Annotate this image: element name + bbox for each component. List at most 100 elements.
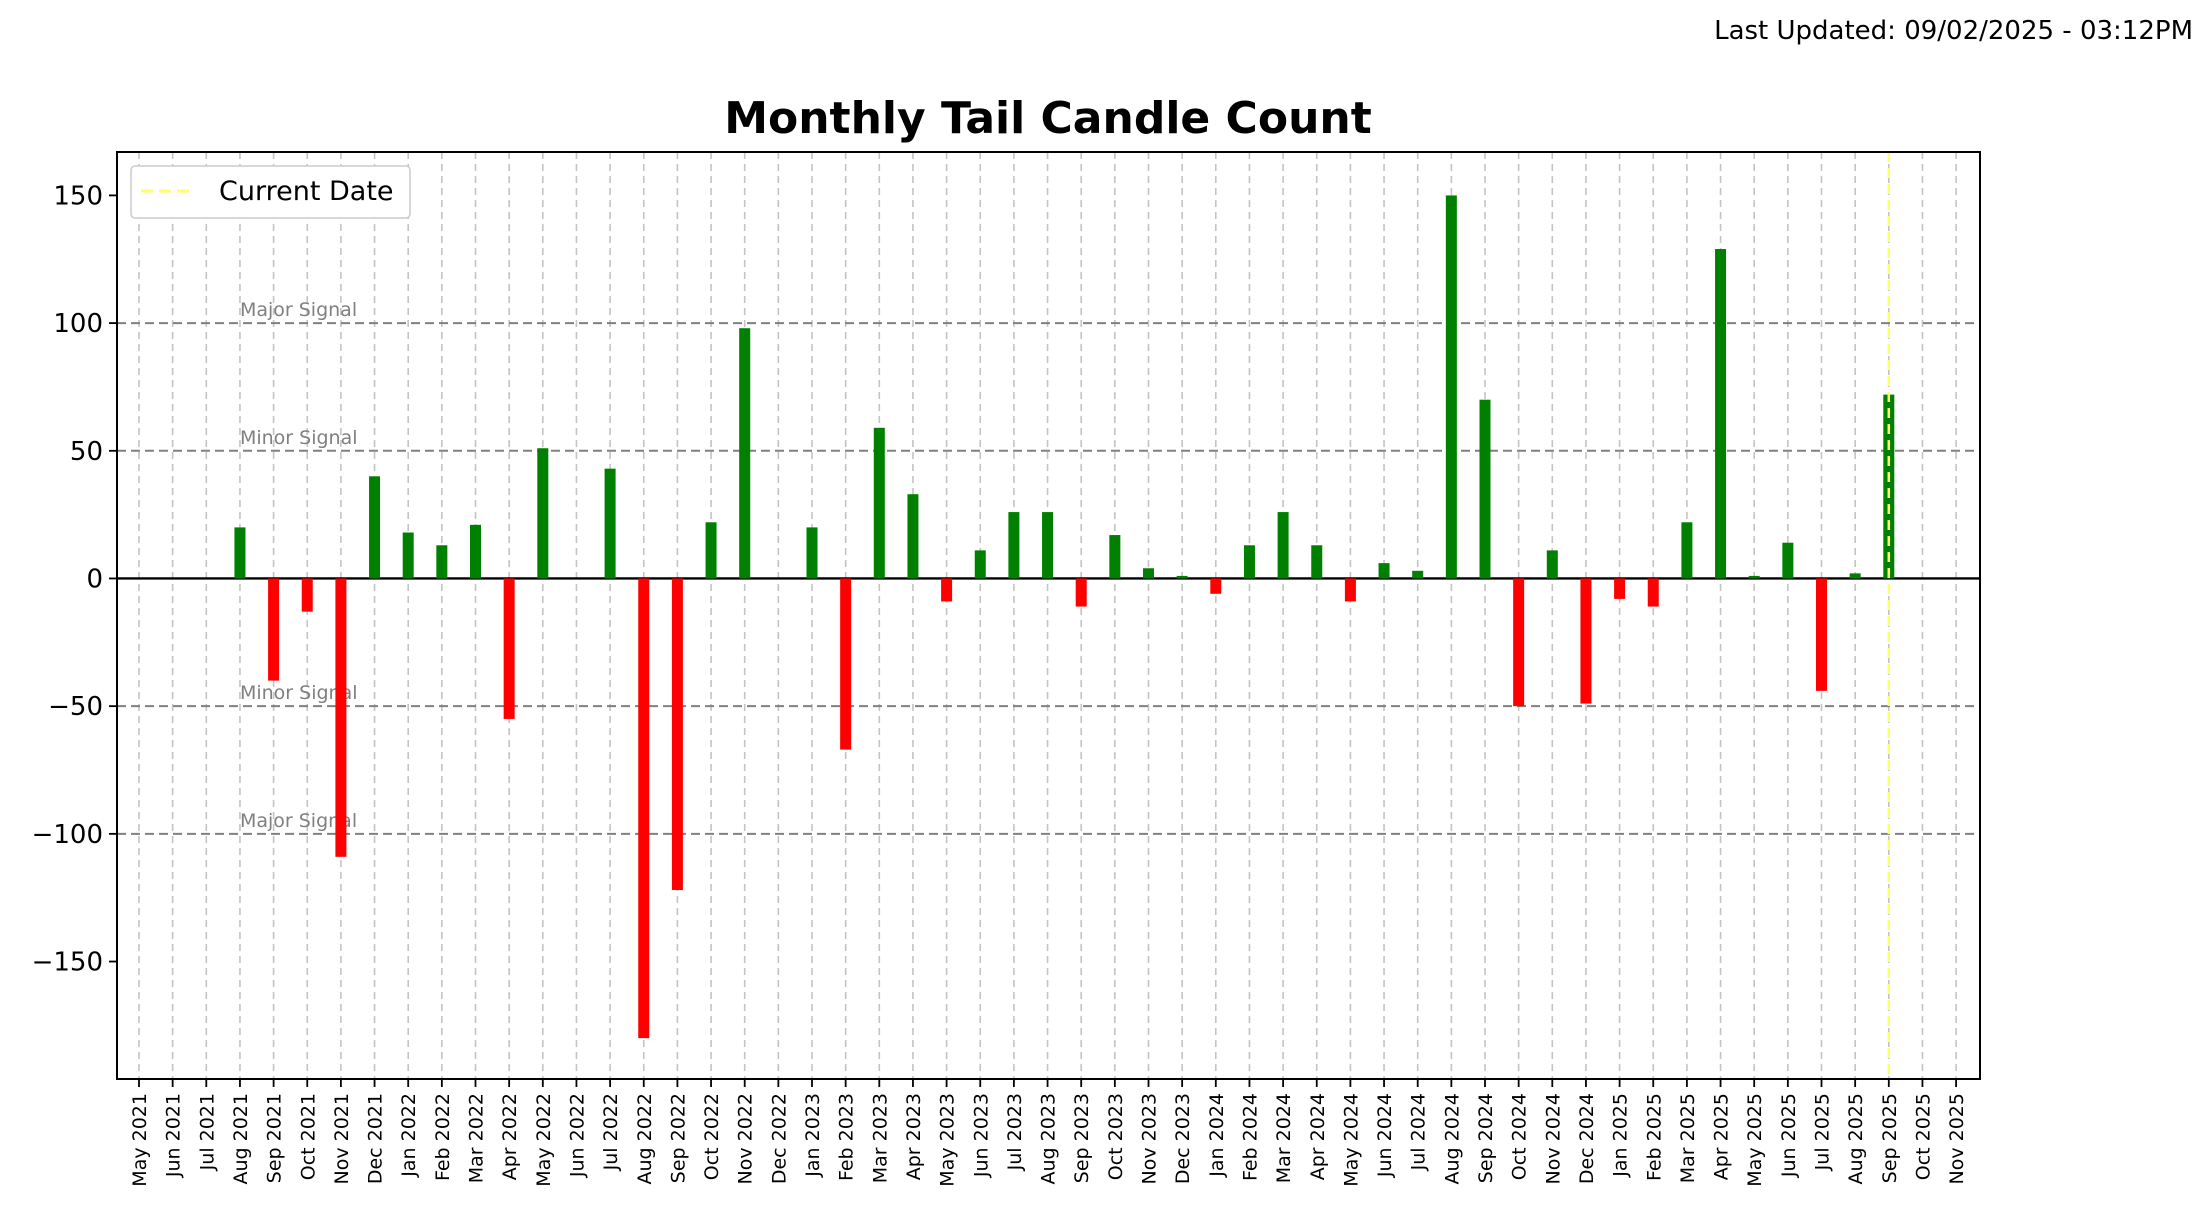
- bar: [1580, 578, 1592, 704]
- y-tick-label: 50: [70, 437, 103, 467]
- x-tick-label: Feb 2023: [836, 1093, 858, 1181]
- bar: [1277, 512, 1289, 579]
- x-tick-label: Dec 2023: [1172, 1093, 1194, 1184]
- x-tick-label: Dec 2022: [768, 1093, 790, 1184]
- x-axis: May 2021 Jun 2021 Jul 2021 Aug 2021 Sep 2021…: [129, 1079, 1968, 1187]
- x-tick-label: Sep 2022: [667, 1093, 689, 1183]
- bar: [402, 532, 414, 579]
- x-tick-label: Nov 2022: [735, 1093, 757, 1184]
- plot-frame: [116, 151, 1981, 1080]
- x-tick-label: Feb 2024: [1239, 1093, 1261, 1181]
- x-tick-label: Oct 2025: [1912, 1093, 1934, 1180]
- x-tick-label: Jan 2025: [1610, 1093, 1632, 1178]
- x-tick-label: Mar 2024: [1273, 1093, 1295, 1183]
- reference-label: Minor Signal: [240, 682, 358, 704]
- x-tick-label: May 2024: [1340, 1093, 1362, 1187]
- bar: [1715, 249, 1727, 579]
- bar: [1883, 394, 1895, 579]
- x-tick-label: May 2022: [533, 1093, 555, 1187]
- x-tick-label: Apr 2025: [1711, 1093, 1733, 1180]
- x-tick-label: Jul 2024: [1408, 1093, 1430, 1171]
- x-tick-label: Mar 2025: [1677, 1093, 1699, 1183]
- legend-box: [130, 165, 411, 219]
- bar: [335, 578, 347, 857]
- x-tick-label: Jul 2022: [600, 1093, 622, 1171]
- bar: [907, 494, 919, 579]
- bar: [840, 578, 852, 750]
- x-tick-label: Oct 2024: [1509, 1093, 1531, 1180]
- bar: [806, 527, 818, 579]
- x-tick-label: Feb 2025: [1643, 1093, 1665, 1181]
- x-tick-label: Sep 2024: [1475, 1093, 1497, 1183]
- bar: [1176, 575, 1188, 579]
- y-tick-label: −150: [32, 948, 103, 978]
- x-tick-label: Jun 2023: [970, 1093, 992, 1178]
- bar: [369, 476, 381, 579]
- bar: [1109, 535, 1121, 579]
- bar: [638, 578, 650, 1039]
- legend-label-current-date: Current Date: [219, 176, 394, 207]
- x-tick-label: Jan 2024: [1206, 1093, 1228, 1178]
- x-tick-label: Mar 2022: [466, 1093, 488, 1183]
- bar: [268, 578, 280, 681]
- x-tick-label: Feb 2022: [432, 1093, 454, 1181]
- bar: [1849, 573, 1861, 579]
- bar: [537, 448, 549, 579]
- bar: [436, 545, 448, 579]
- reference-label: Major Signal: [240, 810, 357, 832]
- x-tick-label: Jun 2022: [566, 1093, 588, 1178]
- bar: [739, 328, 751, 579]
- x-tick-label: May 2025: [1744, 1093, 1766, 1187]
- x-tick-label: Jan 2022: [398, 1093, 420, 1178]
- bar: [1243, 545, 1255, 579]
- bar: [1143, 568, 1154, 579]
- x-tick-label: Oct 2023: [1105, 1093, 1127, 1180]
- x-tick-label: May 2023: [937, 1093, 959, 1187]
- x-tick-label: Jul 2023: [1004, 1093, 1026, 1171]
- bar: [1042, 512, 1054, 579]
- bar: [1647, 578, 1659, 607]
- bar: [1412, 570, 1424, 579]
- x-tick-label: Nov 2025: [1946, 1093, 1968, 1184]
- y-tick-label: −50: [48, 692, 103, 722]
- bars: [234, 195, 1895, 1039]
- x-tick-label: Nov 2024: [1542, 1093, 1564, 1184]
- reference-lines: Major Signal Minor Signal Minor Signal Majo…: [117, 299, 1980, 835]
- x-tick-label: Sep 2023: [1071, 1093, 1093, 1183]
- x-tick-label: Oct 2021: [297, 1093, 319, 1180]
- x-tick-label: Jul 2021: [196, 1093, 218, 1171]
- x-tick-label: Nov 2023: [1139, 1093, 1161, 1184]
- bar: [1546, 550, 1558, 579]
- x-tick-label: Aug 2021: [230, 1093, 252, 1185]
- bar: [671, 578, 683, 891]
- bar: [1479, 399, 1491, 579]
- bar: [1513, 578, 1525, 707]
- bar: [974, 550, 986, 579]
- x-tick-label: Jun 2024: [1374, 1093, 1396, 1178]
- legend: Current Date: [130, 165, 411, 219]
- bar: [470, 524, 481, 579]
- reference-label: Minor Signal: [240, 427, 358, 449]
- y-tick-label: 150: [53, 181, 103, 211]
- x-tick-label: Aug 2023: [1038, 1093, 1060, 1185]
- bar: [1311, 545, 1323, 579]
- x-tick-label: Aug 2024: [1441, 1093, 1463, 1185]
- bar: [1782, 542, 1794, 579]
- x-tick-label: Sep 2025: [1879, 1093, 1901, 1183]
- y-axis: 150 100 50 0 −50 −100 −150: [32, 181, 117, 978]
- bar: [301, 578, 313, 612]
- bar: [1378, 563, 1390, 579]
- bar: [1816, 578, 1827, 691]
- grid-lines: [138, 152, 1957, 1079]
- bar: [873, 427, 885, 579]
- bar: [503, 578, 515, 719]
- bar: [705, 522, 717, 579]
- x-tick-label: Dec 2021: [365, 1093, 387, 1184]
- bar: [604, 468, 616, 579]
- x-tick-label: Jun 2025: [1778, 1093, 1800, 1178]
- x-tick-label: Sep 2021: [264, 1093, 286, 1183]
- last-updated-timestamp: Last Updated: 09/02/2025 - 03:12PM: [1714, 16, 2193, 46]
- bar: [1748, 575, 1760, 579]
- bar: [941, 578, 953, 602]
- y-tick-label: 100: [53, 309, 103, 339]
